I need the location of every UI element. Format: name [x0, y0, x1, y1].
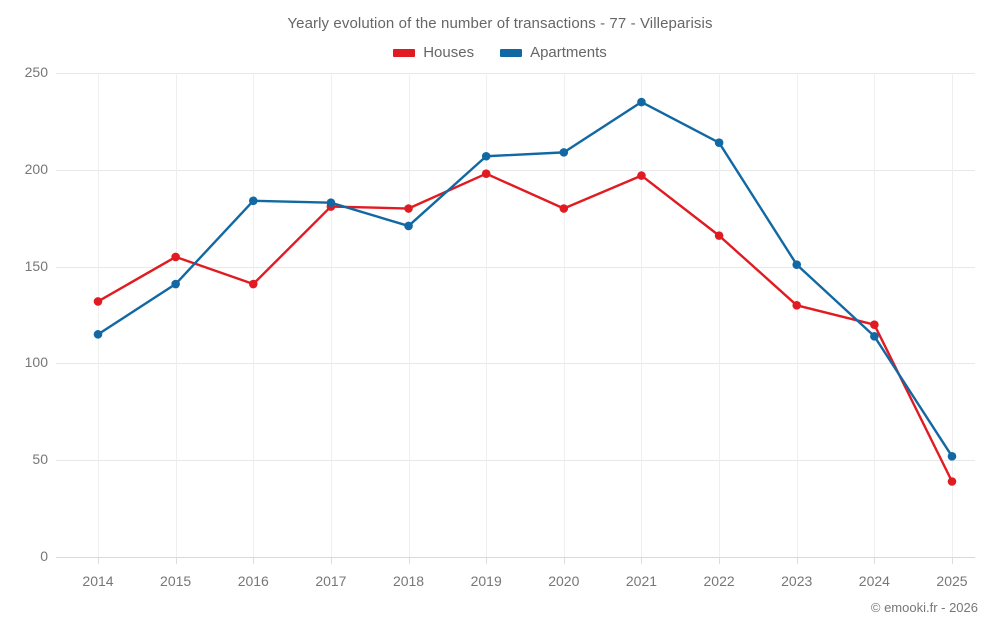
x-axis-tick-label: 2021: [625, 573, 658, 589]
x-axis-tick: [563, 557, 565, 564]
data-point[interactable]: [870, 331, 879, 341]
x-axis-tick-label: 2020: [548, 573, 580, 589]
data-point[interactable]: [792, 260, 802, 269]
footer-credit: © emooki.fr - 2026: [870, 600, 978, 615]
x-gridline: [952, 73, 953, 557]
legend-item-houses[interactable]: Houses: [393, 44, 474, 61]
data-point[interactable]: [248, 279, 258, 289]
y-axis-labels: 0 50 100 150 200 250: [0, 64, 48, 564]
plot-area: [56, 73, 975, 564]
legend-label-apartments: Apartments: [530, 44, 607, 61]
x-axis-tick: [330, 557, 332, 564]
data-point[interactable]: [714, 231, 724, 240]
x-axis-tick-label: 2025: [936, 573, 968, 589]
x-axis-tick: [98, 557, 99, 564]
data-point[interactable]: [481, 169, 491, 178]
x-axis-tick: [175, 557, 177, 564]
data-point[interactable]: [326, 198, 336, 208]
x-gridline: [253, 73, 255, 557]
x-axis-tick-label: 2019: [470, 573, 502, 589]
gridline: [56, 363, 975, 365]
x-gridline: [98, 73, 99, 557]
x-axis-tick-label: 2017: [315, 573, 347, 589]
x-axis-labels: 2014 2015 2016 2017 2018 2019 2020 2021 2022 2023…: [56, 565, 975, 589]
legend-label-houses: Houses: [423, 44, 475, 61]
x-gridline: [796, 73, 798, 557]
x-gridline: [486, 73, 488, 557]
x-axis-tick: [486, 557, 488, 564]
x-gridline: [719, 73, 721, 557]
data-point[interactable]: [93, 330, 103, 339]
data-point[interactable]: [947, 477, 957, 486]
legend-swatch-houses: [393, 48, 416, 57]
series-layer: [93, 97, 957, 486]
x-axis-tick: [874, 557, 876, 564]
data-point[interactable]: [637, 97, 646, 107]
x-gridline: [874, 73, 876, 557]
x-axis-tick: [952, 557, 953, 564]
data-point[interactable]: [171, 279, 180, 289]
x-axis-tick-label: 2015: [160, 573, 192, 589]
x-gridline: [408, 73, 410, 557]
y-axis-tick-label: 250: [24, 64, 48, 80]
y-axis-tick-label: 150: [24, 257, 48, 274]
chart-title: Yearly evolution of the number of transa…: [287, 15, 713, 32]
data-point[interactable]: [714, 138, 724, 147]
data-point[interactable]: [947, 452, 957, 461]
x-axis-tick: [796, 557, 798, 564]
data-point[interactable]: [870, 320, 879, 329]
x-gridline: [641, 73, 643, 557]
data-point[interactable]: [248, 196, 258, 206]
x-axis-tick-label: 2024: [858, 573, 890, 589]
y-axis-tick-label: 200: [24, 160, 48, 177]
legend-swatch-apartments: [500, 48, 523, 57]
data-point[interactable]: [93, 297, 103, 306]
x-gridline: [330, 73, 332, 557]
data-point[interactable]: [637, 171, 646, 180]
chart-legend: Houses Apartments: [0, 44, 1000, 61]
data-point[interactable]: [792, 301, 802, 310]
x-axis-tick: [719, 557, 721, 564]
x-gridline: [563, 73, 565, 557]
legend-item-apartments[interactable]: Apartments: [500, 44, 607, 61]
x-axis-tick: [641, 557, 643, 564]
data-point[interactable]: [171, 252, 180, 262]
y-axis-tick-label: 50: [32, 451, 48, 468]
gridline: [56, 460, 975, 462]
data-point[interactable]: [481, 151, 491, 161]
gridline: [56, 73, 975, 74]
y-axis-tick-label: 100: [24, 354, 48, 371]
x-axis-tick-label: 2022: [703, 573, 735, 589]
data-point[interactable]: [559, 148, 569, 157]
data-point[interactable]: [559, 204, 569, 213]
x-axis-tick: [408, 557, 410, 564]
series-line-apartments: [96, 100, 954, 458]
y-axis-tick-label: 0: [40, 548, 48, 564]
gridline: [56, 266, 975, 268]
x-axis-tick-label: 2014: [82, 573, 114, 589]
gridline: [56, 169, 975, 171]
x-gridline: [175, 73, 177, 557]
x-axis-tick-label: 2023: [781, 573, 813, 589]
series-line-houses: [96, 172, 954, 483]
data-point[interactable]: [404, 221, 413, 231]
x-axis-tick: [253, 557, 255, 564]
gridline: [56, 557, 975, 558]
data-point[interactable]: [404, 204, 413, 213]
x-axis-tick-label: 2016: [237, 573, 269, 589]
x-axis-tick-label: 2018: [392, 573, 425, 589]
